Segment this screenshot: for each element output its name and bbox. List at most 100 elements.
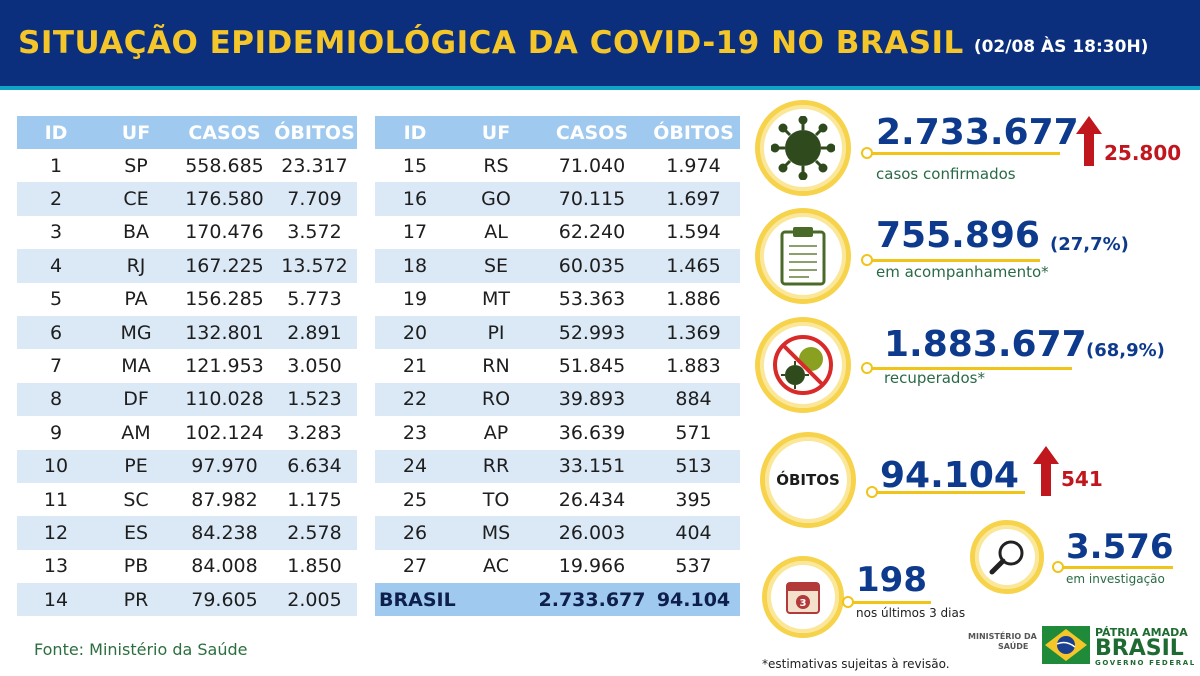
col-casos-header: CASOS (177, 116, 272, 149)
source-note: Fonte: Ministério da Saúde (34, 640, 248, 659)
recovered-pct: (68,9%) (1086, 340, 1165, 361)
cell-id: 7 (49, 355, 63, 378)
cell-obitos: 23.317 (281, 154, 348, 177)
logo-line2: BRASIL (1095, 636, 1184, 661)
table-header-row: ID UF CASOS ÓBITOS (375, 116, 740, 149)
cell-obitos: 537 (675, 555, 712, 578)
table-row: 11 SC 87.982 1.175 (17, 483, 357, 516)
cell-obitos: 1.594 (666, 221, 721, 244)
recovered-circle (755, 317, 851, 413)
cell-uf: DF (95, 382, 177, 417)
col-obitos-header: ÓBITOS (647, 116, 740, 149)
col-id-header: ID (375, 116, 455, 149)
cell-id: 24 (375, 449, 455, 483)
cell-id: 25 (402, 488, 428, 511)
cell-casos: 53.363 (558, 288, 626, 311)
total-row: BRASIL 2.733.677 94.104 (375, 583, 740, 617)
cell-casos: 26.434 (558, 488, 626, 511)
cell-uf: RJ (95, 249, 177, 283)
cell-casos: 26.003 (537, 516, 647, 550)
calendar-icon: 3 (786, 582, 820, 614)
cell-obitos: 3.283 (287, 421, 342, 444)
underline (872, 152, 1060, 155)
confirmed-label: casos confirmados (876, 165, 1016, 183)
cell-id: 5 (49, 288, 63, 311)
cell-obitos: 571 (675, 421, 712, 444)
col-uf-header: UF (455, 116, 537, 149)
cell-obitos: 13.572 (272, 249, 357, 283)
cell-obitos: 7.709 (272, 182, 357, 216)
cell-uf: SE (455, 249, 537, 283)
table-row: 27 AC 19.966 537 (375, 550, 740, 583)
cell-id: 23 (402, 421, 428, 444)
cell-casos: 102.124 (185, 421, 264, 444)
deaths-value: 94.104 (880, 455, 1019, 496)
table-row: 6 MG 132.801 2.891 (17, 315, 357, 350)
recovered-value: 1.883.677 (884, 324, 1087, 365)
cell-id: 19 (402, 288, 428, 311)
cell-obitos: 3.572 (287, 221, 342, 244)
cell-casos: 33.151 (537, 449, 647, 483)
cell-obitos: 884 (647, 382, 740, 417)
cell-id: 16 (375, 182, 455, 216)
footnote: *estimativas sujeitas à revisão. (762, 657, 950, 671)
cell-casos: 97.970 (177, 449, 272, 483)
table-row: 7 MA 121.953 3.050 (17, 349, 357, 382)
underline (1063, 566, 1173, 569)
state-table-right: ID UF CASOS ÓBITOS 15 RS 71.040 1.974 16 GO 70… (375, 116, 740, 617)
cell-obitos: 3.050 (287, 355, 342, 378)
table-row: 16 GO 70.115 1.697 (375, 182, 740, 216)
cell-obitos: 1.465 (647, 249, 740, 283)
cell-casos: 70.115 (537, 182, 647, 216)
underline (872, 367, 1072, 370)
cell-uf: AC (483, 555, 509, 578)
table-row: 24 RR 33.151 513 (375, 449, 740, 483)
cell-uf: TO (482, 488, 510, 511)
table-row: 18 SE 60.035 1.465 (375, 249, 740, 283)
total-casos: 2.733.677 (537, 583, 647, 617)
cell-casos: 156.285 (185, 288, 264, 311)
cell-obitos: 1.850 (287, 555, 342, 578)
cell-id: 14 (17, 583, 95, 617)
cell-id: 13 (43, 555, 69, 578)
cell-id: 10 (17, 449, 95, 483)
cell-id: 15 (402, 154, 428, 177)
confirmed-circle (755, 100, 851, 196)
table-row: 9 AM 102.124 3.283 (17, 416, 357, 449)
cell-obitos: 2.005 (272, 583, 357, 617)
header-banner: SITUAÇÃO EPIDEMIOLÓGICA DA COVID-19 NO B… (0, 0, 1200, 90)
table-row: 4 RJ 167.225 13.572 (17, 249, 357, 283)
state-table-left: ID UF CASOS ÓBITOS 1 SP 558.685 23.317 2 CE 17… (17, 116, 357, 617)
cell-obitos: 2.578 (272, 516, 357, 550)
cell-id: 8 (17, 382, 95, 417)
cell-id: 3 (49, 221, 63, 244)
cell-id: 6 (17, 315, 95, 350)
cell-id: 26 (375, 516, 455, 550)
investigation-circle (970, 520, 1044, 594)
cell-casos: 170.476 (185, 221, 264, 244)
col-casos-header: CASOS (537, 116, 647, 149)
cell-uf: MS (455, 516, 537, 550)
cell-casos: 132.801 (177, 315, 272, 350)
cell-casos: 71.040 (558, 154, 626, 177)
monitoring-pct: (27,7%) (1050, 234, 1129, 255)
investigation-label: em investigação (1066, 572, 1165, 586)
logo-line3: GOVERNO FEDERAL (1095, 659, 1196, 667)
cell-id: 27 (402, 555, 428, 578)
col-id-header: ID (17, 116, 95, 149)
crossed-virus-icon (773, 335, 833, 395)
cell-uf: MT (482, 288, 510, 311)
cell-uf: MG (95, 315, 177, 350)
underline (853, 601, 931, 604)
cell-casos: 87.982 (191, 488, 258, 511)
arrow-up-icon (1033, 446, 1059, 496)
cell-id: 21 (402, 355, 428, 378)
brazil-flag-icon (1042, 626, 1090, 664)
cell-casos: 39.893 (537, 382, 647, 417)
monitoring-value: 755.896 (876, 215, 1040, 256)
total-obitos: 94.104 (647, 583, 740, 617)
cell-casos: 51.845 (558, 355, 626, 378)
cell-id: 18 (375, 249, 455, 283)
table-row: 26 MS 26.003 404 (375, 516, 740, 550)
cell-uf: SC (123, 488, 149, 511)
